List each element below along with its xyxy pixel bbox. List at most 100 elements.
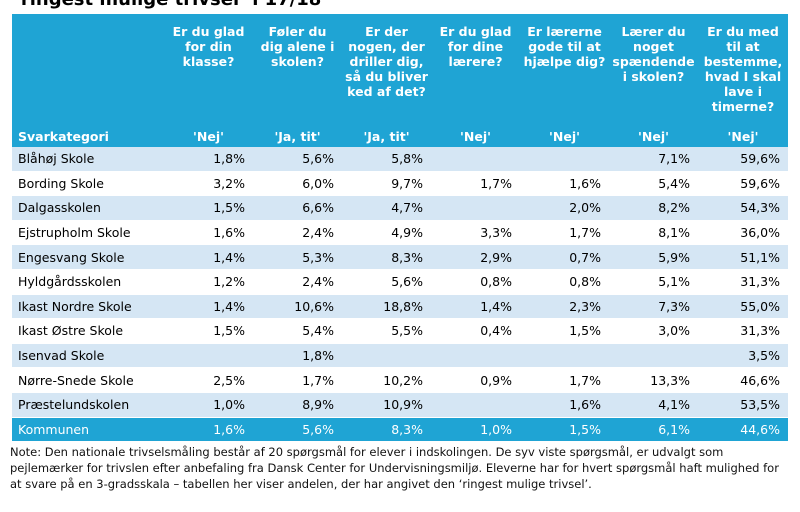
table-cell: 3,3% (431, 220, 520, 246)
total-label: Kommunen (12, 417, 164, 443)
school-name: Dalgasskolen (12, 195, 164, 221)
school-name: Ejstrupholm Skole (12, 220, 164, 246)
table-cell: 5,6% (253, 147, 342, 172)
table-cell: 5,5% (342, 318, 431, 344)
table-cell: 8,9% (253, 392, 342, 418)
table-cell: 0,8% (520, 269, 609, 295)
table-cell: 13,3% (609, 367, 698, 393)
table-cell: 5,6% (342, 269, 431, 295)
school-name: Engesvang Skole (12, 244, 164, 270)
table-cell (520, 343, 609, 369)
table-row: Blåhøj Skole 1,8% 5,6% 5,8% 7,1% 59,6% (12, 147, 788, 172)
school-name: Nørre-Snede Skole (12, 367, 164, 393)
answer-category: 'Nej' (164, 125, 253, 147)
table-cell: 53,5% (698, 392, 788, 418)
table-cell: 5,1% (609, 269, 698, 295)
table-cell (431, 147, 520, 172)
table-cell: 1,7% (253, 367, 342, 393)
table-cell: 5,9% (609, 244, 698, 270)
table-row: Isenvad Skole 1,8% 3,5% (12, 343, 788, 369)
table-cell (342, 343, 431, 369)
table-cell (164, 343, 253, 369)
table-cell: 6,0% (253, 171, 342, 197)
table-cell: 3,2% (164, 171, 253, 197)
table-cell: 5,4% (609, 171, 698, 197)
question-header: Er der nogen, der driller dig, så du bli… (342, 14, 431, 125)
table-cell: 18,8% (342, 294, 431, 320)
school-name: Ikast Østre Skole (12, 318, 164, 344)
school-name: Ikast Nordre Skole (12, 294, 164, 320)
table-cell: 1,8% (164, 147, 253, 172)
answer-category: 'Nej' (431, 125, 520, 147)
table-cell: 5,3% (253, 244, 342, 270)
table-row: Nørre-Snede Skole 2,5% 1,7% 10,2% 0,9% 1… (12, 367, 788, 393)
table-row: Ikast Østre Skole 1,5% 5,4% 5,5% 0,4% 1,… (12, 318, 788, 344)
table-cell: 46,6% (698, 367, 788, 393)
table-cell: 7,3% (609, 294, 698, 320)
table-cell: 10,9% (342, 392, 431, 418)
table-row: Dalgasskolen 1,5% 6,6% 4,7% 2,0% 8,2% 54… (12, 195, 788, 221)
table-cell: 3,0% (609, 318, 698, 344)
table-cell: 55,0% (698, 294, 788, 320)
trivsel-table: Er du glad for din klasse? Føler du dig … (12, 14, 788, 443)
table-cell: 1,4% (431, 294, 520, 320)
table-cell: 4,1% (609, 392, 698, 418)
table-cell: 10,6% (253, 294, 342, 320)
table-cell (520, 147, 609, 172)
table-cell: 1,6% (164, 220, 253, 246)
table-cell: 7,1% (609, 147, 698, 172)
table-cell: 1,4% (164, 294, 253, 320)
table-cell: 2,0% (520, 195, 609, 221)
table-cell: 0,8% (431, 269, 520, 295)
table-cell: 1,6% (520, 392, 609, 418)
table-row: Præstelundskolen 1,0% 8,9% 10,9% 1,6% 4,… (12, 392, 788, 418)
table-cell: 0,4% (431, 318, 520, 344)
school-name: Bording Skole (12, 171, 164, 197)
answer-category-label: Svarkategori (12, 125, 164, 147)
table-cell (431, 195, 520, 221)
table-cell: 31,3% (698, 269, 788, 295)
table-cell: 1,6% (520, 171, 609, 197)
table-cell: 8,3% (342, 244, 431, 270)
table-row: Bording Skole 3,2% 6,0% 9,7% 1,7% 1,6% 5… (12, 171, 788, 197)
table-cell: 4,7% (342, 195, 431, 221)
table-cell: 0,9% (431, 367, 520, 393)
table-cell: 1,5% (520, 318, 609, 344)
table-cell: 2,9% (431, 244, 520, 270)
table-cell: 0,7% (520, 244, 609, 270)
total-row: Kommunen 1,6% 5,6% 8,3% 1,0% 1,5% 6,1% 4… (12, 417, 788, 443)
table-cell: 9,7% (342, 171, 431, 197)
table-cell: 1,7% (520, 220, 609, 246)
answer-category: 'Ja, tit' (253, 125, 342, 147)
school-name: Blåhøj Skole (12, 147, 164, 172)
total-cell: 6,1% (609, 417, 698, 443)
total-cell: 1,0% (431, 417, 520, 443)
table-cell: 5,4% (253, 318, 342, 344)
total-cell: 1,5% (520, 417, 609, 443)
table-cell: 10,2% (342, 367, 431, 393)
question-header-row: Er du glad for din klasse? Føler du dig … (12, 14, 788, 125)
question-header: Er du glad for dine lærere? (431, 14, 520, 125)
table-cell: 31,3% (698, 318, 788, 344)
table-cell: 4,9% (342, 220, 431, 246)
answer-category-row: Svarkategori 'Nej' 'Ja, tit' 'Ja, tit' '… (12, 125, 788, 147)
question-header: Er du med til at bestemme, hvad I skal l… (698, 14, 788, 125)
page-title: ‘ringest mulige trivsel’ i 17/18 (14, 0, 321, 10)
table-cell (431, 392, 520, 418)
question-header: Er du glad for din klasse? (164, 14, 253, 125)
answer-category: 'Nej' (609, 125, 698, 147)
table-row: Hyldgårdsskolen 1,2% 2,4% 5,6% 0,8% 0,8%… (12, 269, 788, 295)
table-cell: 5,8% (342, 147, 431, 172)
table-cell: 2,4% (253, 269, 342, 295)
table-cell: 1,5% (164, 318, 253, 344)
school-name: Isenvad Skole (12, 343, 164, 369)
table-cell (431, 343, 520, 369)
table-cell: 1,2% (164, 269, 253, 295)
table-cell: 1,8% (253, 343, 342, 369)
table-cell: 1,0% (164, 392, 253, 418)
answer-category: 'Ja, tit' (342, 125, 431, 147)
table-note: Note: Den nationale trivselsmåling bestå… (10, 445, 779, 491)
table-cell: 1,7% (431, 171, 520, 197)
table-cell: 1,4% (164, 244, 253, 270)
table-cell: 1,7% (520, 367, 609, 393)
